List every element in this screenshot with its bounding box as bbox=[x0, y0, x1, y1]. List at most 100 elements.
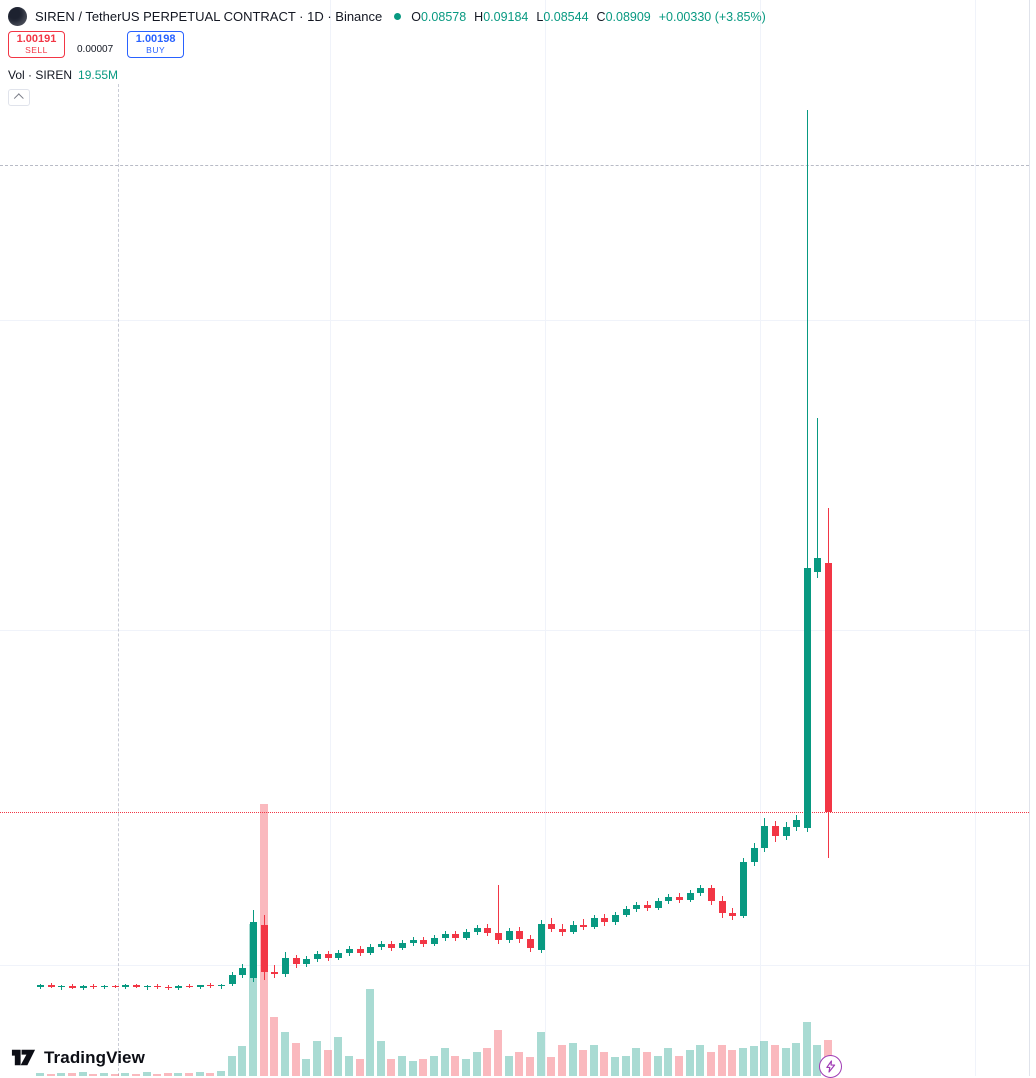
volume-bar bbox=[206, 1073, 214, 1076]
dashed-level-line bbox=[0, 165, 1029, 166]
candle-body bbox=[186, 986, 193, 987]
volume-bar bbox=[622, 1056, 630, 1076]
volume-bar bbox=[164, 1073, 172, 1076]
candle-body bbox=[335, 953, 342, 958]
boost-button[interactable] bbox=[819, 1055, 842, 1078]
candle-body bbox=[740, 862, 747, 916]
candle-body bbox=[729, 913, 736, 916]
volume-bar bbox=[760, 1041, 768, 1076]
volume-bar bbox=[505, 1056, 513, 1076]
volume-bar bbox=[47, 1074, 55, 1076]
grid-line-horizontal bbox=[0, 320, 1029, 321]
volume-bar bbox=[547, 1057, 555, 1076]
candle-body bbox=[761, 826, 768, 848]
volume-bar bbox=[782, 1048, 790, 1076]
candle-body bbox=[271, 972, 278, 974]
buy-button[interactable]: 1.00198 BUY bbox=[127, 31, 185, 58]
candle-body bbox=[548, 924, 555, 929]
volume-bar bbox=[409, 1061, 417, 1076]
candle-body bbox=[580, 925, 587, 927]
candle-wick bbox=[583, 919, 584, 930]
candle-body bbox=[37, 985, 44, 987]
volume-bar bbox=[302, 1059, 310, 1076]
volume-bar bbox=[419, 1059, 427, 1076]
volume-bar bbox=[196, 1072, 204, 1076]
candle-wick bbox=[221, 984, 222, 989]
volume-bar bbox=[515, 1052, 523, 1076]
volume-bar bbox=[803, 1022, 811, 1076]
candle-wick bbox=[200, 985, 201, 989]
candle-body bbox=[623, 909, 630, 915]
candle-wick bbox=[104, 985, 105, 989]
candle-wick bbox=[61, 985, 62, 990]
volume-bar bbox=[494, 1030, 502, 1076]
candle-body bbox=[282, 958, 289, 974]
current-price-line bbox=[0, 812, 1029, 813]
candle-body bbox=[165, 987, 172, 988]
candle-body bbox=[90, 986, 97, 987]
volume-bar bbox=[771, 1045, 779, 1076]
market-status-dot-icon bbox=[394, 13, 402, 20]
sell-button[interactable]: 1.00191 SELL bbox=[8, 31, 65, 58]
candle-body bbox=[261, 925, 268, 972]
candle-body bbox=[655, 901, 662, 908]
volume-bar bbox=[132, 1074, 140, 1076]
volume-bar bbox=[686, 1050, 694, 1076]
ohlc-values: O0.08578 H0.09184 L0.08544 C0.08909 +0.0… bbox=[411, 10, 766, 24]
candle-body bbox=[538, 924, 545, 950]
candle-body bbox=[101, 986, 108, 987]
candle-body bbox=[697, 888, 704, 893]
candle-body bbox=[197, 985, 204, 987]
tradingview-watermark[interactable]: TradingView bbox=[10, 1044, 145, 1071]
candle-body bbox=[644, 905, 651, 908]
candle-body bbox=[665, 897, 672, 901]
candle-body bbox=[431, 938, 438, 944]
volume-bar bbox=[792, 1043, 800, 1076]
candle-body bbox=[601, 918, 608, 922]
volume-bar bbox=[249, 924, 257, 1076]
symbol-title[interactable]: SIREN / TetherUS PERPETUAL CONTRACT · 1D… bbox=[35, 9, 383, 24]
volume-indicator-row: Vol · SIREN 19.55M bbox=[8, 68, 118, 82]
candle-wick bbox=[807, 110, 808, 832]
candle-body bbox=[133, 985, 140, 987]
candle-wick bbox=[817, 418, 818, 578]
candle-body bbox=[463, 932, 470, 938]
trade-panel: 1.00191 SELL 0.00007 1.00198 BUY bbox=[8, 31, 185, 58]
ohlc-low: L0.08544 bbox=[536, 9, 589, 24]
candle-body bbox=[793, 820, 800, 827]
candle-body bbox=[112, 986, 119, 987]
candle-body bbox=[804, 568, 811, 828]
volume-bar bbox=[153, 1074, 161, 1076]
volume-bar bbox=[292, 1043, 300, 1076]
candle-body bbox=[410, 940, 417, 943]
candle-body bbox=[559, 929, 566, 932]
volume-bar bbox=[238, 1046, 246, 1076]
candle-body bbox=[474, 928, 481, 932]
volume-bar bbox=[324, 1050, 332, 1076]
candle-body bbox=[442, 934, 449, 938]
volume-bar bbox=[707, 1052, 715, 1076]
candle-body bbox=[687, 893, 694, 900]
candle-body bbox=[314, 954, 321, 959]
candle-body bbox=[325, 954, 332, 958]
volume-bar bbox=[643, 1052, 651, 1076]
volume-bar bbox=[430, 1056, 438, 1076]
volume-bar bbox=[387, 1059, 395, 1076]
price-change: +0.00330 (+3.85%) bbox=[658, 9, 766, 24]
candle-wick bbox=[147, 985, 148, 990]
candle-body bbox=[367, 947, 374, 953]
ohlc-open: O0.08578 bbox=[411, 9, 467, 24]
volume-bar bbox=[356, 1059, 364, 1076]
volume-value: 19.55M bbox=[78, 68, 119, 82]
ohlc-high: H0.09184 bbox=[474, 9, 529, 24]
volume-bar bbox=[100, 1073, 108, 1076]
candle-body bbox=[144, 986, 151, 987]
volume-bar bbox=[79, 1072, 87, 1076]
tradingview-logo-icon bbox=[11, 1049, 36, 1066]
volume-bar bbox=[696, 1045, 704, 1076]
volume-bar bbox=[270, 1017, 278, 1076]
collapse-pane-button[interactable] bbox=[8, 89, 30, 106]
volume-bar bbox=[366, 989, 374, 1076]
volume-bar bbox=[600, 1052, 608, 1076]
